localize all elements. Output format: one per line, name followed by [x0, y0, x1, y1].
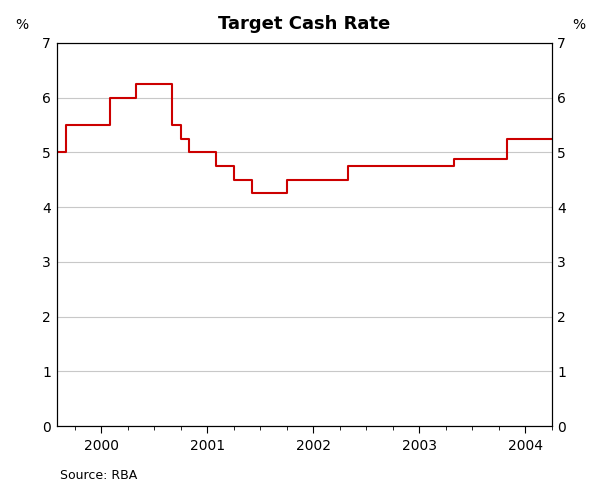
Text: Source: RBA: Source: RBA [60, 469, 137, 482]
Text: %: % [15, 18, 28, 32]
Text: %: % [572, 18, 585, 32]
Title: Target Cash Rate: Target Cash Rate [218, 15, 390, 33]
